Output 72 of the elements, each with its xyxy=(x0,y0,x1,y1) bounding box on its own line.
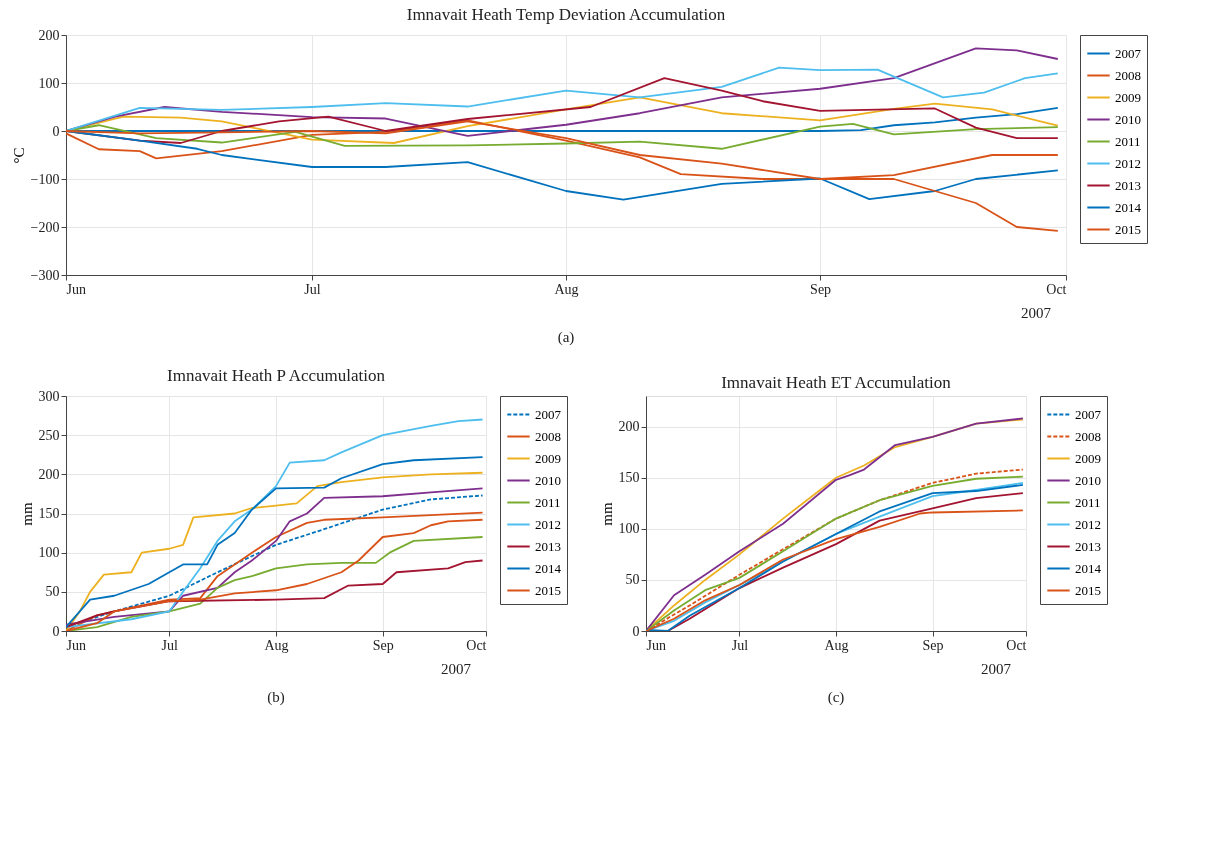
legend-label: 2009 xyxy=(535,450,561,466)
x-tick-label: Oct xyxy=(1046,281,1067,297)
legend-label: 2012 xyxy=(1075,516,1101,532)
x-tick-label: Jul xyxy=(304,281,321,297)
y-tick-label: 250 xyxy=(38,427,60,443)
legend-label: 2013 xyxy=(1075,538,1101,554)
legend-label: 2013 xyxy=(1115,177,1141,193)
x-tick-label: Jun xyxy=(646,637,666,653)
y-tick-label: 100 xyxy=(38,545,60,561)
x-tick-label: Oct xyxy=(466,637,487,653)
text: 2007 xyxy=(441,661,472,677)
chart-title: Imnavait Heath ET Accumulation xyxy=(721,372,952,392)
x-tick-label: Jun xyxy=(66,637,86,653)
y-axis-title: mm xyxy=(598,502,615,526)
x-tick-label: Sep xyxy=(922,637,944,653)
text: 2007 xyxy=(1021,305,1052,321)
legend-label: 2012 xyxy=(1115,155,1141,171)
chart-title: Imnavait Heath Temp Deviation Accumulation xyxy=(406,5,726,24)
y-tick-label: 100 xyxy=(38,75,60,91)
legend-label: 2010 xyxy=(1115,111,1141,127)
legend-label: 2015 xyxy=(535,582,561,598)
legend-label: 2012 xyxy=(535,516,561,532)
x-tick-label: Aug xyxy=(554,281,579,297)
x-tick-label: Aug xyxy=(264,637,289,653)
legend-label: 2013 xyxy=(535,538,561,554)
x-tick-label: Sep xyxy=(372,637,394,653)
legend-label: 2007 xyxy=(1115,45,1142,61)
legend-label: 2008 xyxy=(535,428,561,444)
legend-label: 2011 xyxy=(1075,494,1101,510)
y-tick-label: 50 xyxy=(625,572,640,588)
y-tick-label: 0 xyxy=(52,123,60,139)
legend-label: 2015 xyxy=(1075,582,1101,598)
legend-label: 2011 xyxy=(535,494,561,510)
legend-label: 2010 xyxy=(535,472,561,488)
y-tick-label: 200 xyxy=(38,27,60,43)
y-tick-label: 150 xyxy=(38,506,60,521)
text: (c) xyxy=(827,689,845,706)
y-tick-label: −100 xyxy=(30,171,60,187)
legend-label: 2009 xyxy=(1115,89,1141,105)
x-tick-label: Aug xyxy=(824,637,849,653)
legend-label: 2015 xyxy=(1115,221,1141,237)
legend-label: 2010 xyxy=(1075,472,1101,488)
legend-label: 2007 xyxy=(1075,406,1102,422)
y-tick-label: 100 xyxy=(618,521,640,537)
y-tick-label: 50 xyxy=(45,584,60,600)
x-tick-label: Oct xyxy=(1006,637,1027,653)
legend-label: 2009 xyxy=(1075,450,1101,466)
x-tick-label: Jul xyxy=(161,637,179,653)
y-axis-title: mm xyxy=(18,502,35,526)
y-tick-label: 300 xyxy=(38,388,60,404)
y-tick-label: −200 xyxy=(30,219,60,235)
legend-label: 2011 xyxy=(1115,133,1141,149)
x-tick-label: Jun xyxy=(66,281,86,297)
text: (a) xyxy=(557,329,575,346)
legend-label: 2008 xyxy=(1075,428,1101,444)
legend-label: 2014 xyxy=(1075,560,1102,576)
legend-label: 2014 xyxy=(1115,199,1142,215)
x-tick-label: Jul xyxy=(731,637,749,653)
y-tick-label: 0 xyxy=(52,623,60,639)
legend-label: 2008 xyxy=(1115,67,1141,83)
x-tick-label: Sep xyxy=(810,281,832,297)
y-tick-label: 0 xyxy=(632,623,640,639)
text: (b) xyxy=(267,689,285,706)
legend-label: 2014 xyxy=(535,560,562,576)
chart-title: Imnavait Heath P Accumulation xyxy=(167,366,386,385)
y-tick-label: 200 xyxy=(38,466,60,482)
y-tick-label: 200 xyxy=(618,419,640,435)
y-axis-title: °C xyxy=(10,147,27,164)
text: 2007 xyxy=(981,661,1012,677)
y-tick-label: −300 xyxy=(30,267,60,283)
legend-label: 2007 xyxy=(535,406,562,422)
y-tick-label: 150 xyxy=(618,470,640,486)
